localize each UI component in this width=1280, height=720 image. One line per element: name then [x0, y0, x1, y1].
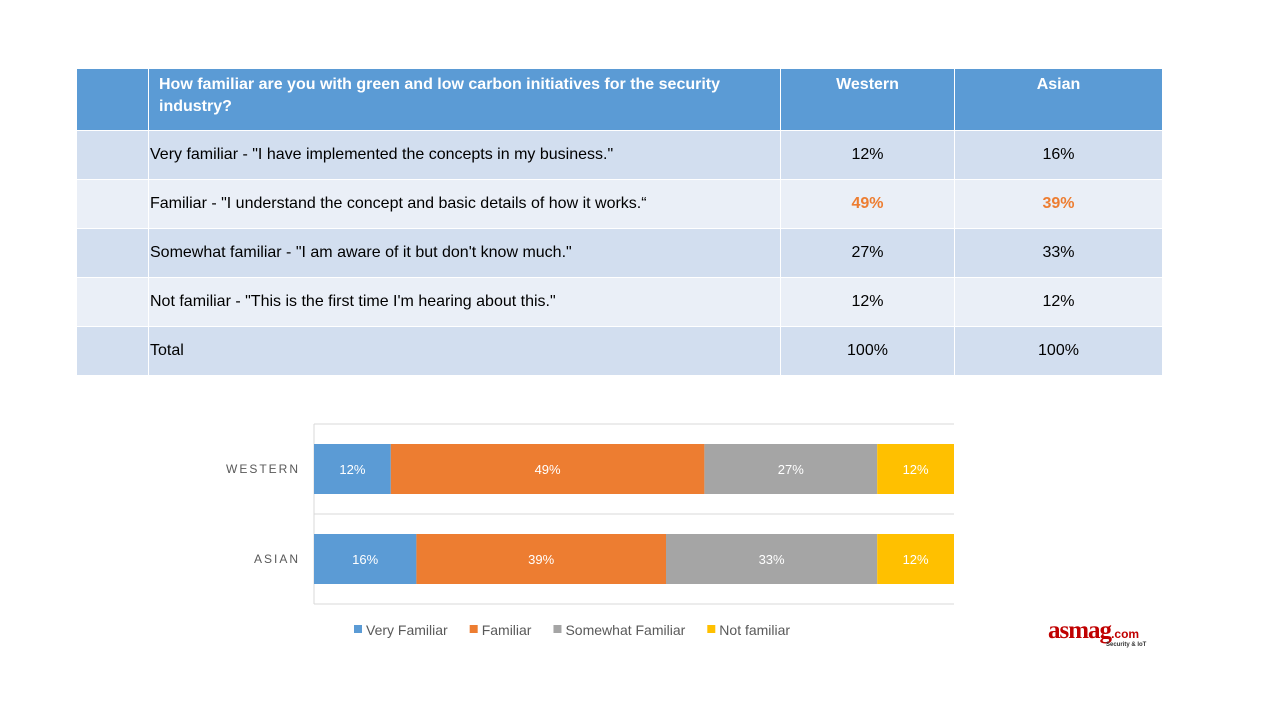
data-label: 12%: [903, 462, 929, 477]
row-blank-cell: [76, 130, 149, 180]
data-label: 12%: [903, 552, 929, 567]
data-label: 12%: [339, 462, 365, 477]
asian-value: 12%: [954, 277, 1163, 327]
data-label: 39%: [528, 552, 554, 567]
table-row: Not familiar - "This is the first time I…: [76, 277, 1163, 327]
legend-swatch: [354, 625, 362, 633]
table-row: Very familiar - "I have implemented the …: [76, 130, 1163, 180]
data-label: 33%: [759, 552, 785, 567]
table-row: Somewhat familiar - "I am aware of it bu…: [76, 228, 1163, 278]
table-row: Familiar - "I understand the concept and…: [76, 179, 1163, 229]
row-label: Not familiar - "This is the first time I…: [148, 277, 781, 327]
logo-brand: asmag: [1048, 617, 1112, 644]
legend-label: Somewhat Familiar: [565, 622, 685, 638]
asian-column-header: Asian: [954, 68, 1163, 131]
western-value: 27%: [780, 228, 955, 278]
legend-swatch: [469, 625, 478, 633]
bar-segment: [314, 534, 417, 584]
row-label: Very familiar - "I have implemented the …: [148, 130, 781, 180]
row-label: Familiar - "I understand the concept and…: [148, 179, 781, 229]
asian-value: 16%: [954, 130, 1163, 180]
table-row-total: Total 100% 100%: [76, 326, 1163, 376]
legend-label: Very Familiar: [366, 622, 448, 638]
legend-label: Familiar: [482, 622, 532, 638]
survey-table: How familiar are you with green and low …: [76, 68, 1163, 376]
western-value: 100%: [780, 326, 955, 376]
row-blank-cell: [76, 179, 149, 229]
western-value-highlight: 49%: [780, 179, 955, 229]
row-label: Somewhat familiar - "I am aware of it bu…: [148, 228, 781, 278]
header-blank-cell: [76, 68, 149, 131]
row-blank-cell: [76, 326, 149, 376]
data-label: 27%: [778, 462, 804, 477]
row-label: Total: [148, 326, 781, 376]
legend-label: Not familiar: [719, 622, 790, 638]
western-value: 12%: [780, 130, 955, 180]
bar-segment: [877, 444, 954, 494]
data-label: 49%: [535, 462, 561, 477]
bar-segment: [416, 534, 666, 584]
logo-tagline: Security & IoT: [1106, 642, 1147, 648]
bar-segment: [666, 534, 878, 584]
data-label: 16%: [352, 552, 378, 567]
asian-value-highlight: 39%: [954, 179, 1163, 229]
legend-swatch: [553, 625, 562, 633]
asian-value: 100%: [954, 326, 1163, 376]
category-tick-label: ASIAN: [254, 552, 300, 566]
category-tick-label: WESTERN: [226, 462, 300, 476]
asmag-logo: asmag.com Security & IoT: [1048, 618, 1164, 650]
bar-segment: [877, 534, 954, 584]
bar-segment: [314, 444, 391, 494]
western-value: 12%: [780, 277, 955, 327]
row-blank-cell: [76, 277, 149, 327]
legend-swatch: [707, 625, 716, 633]
bar-segment: [390, 444, 705, 494]
logo-suffix: .com: [1111, 627, 1140, 641]
bar-segment: [704, 444, 878, 494]
